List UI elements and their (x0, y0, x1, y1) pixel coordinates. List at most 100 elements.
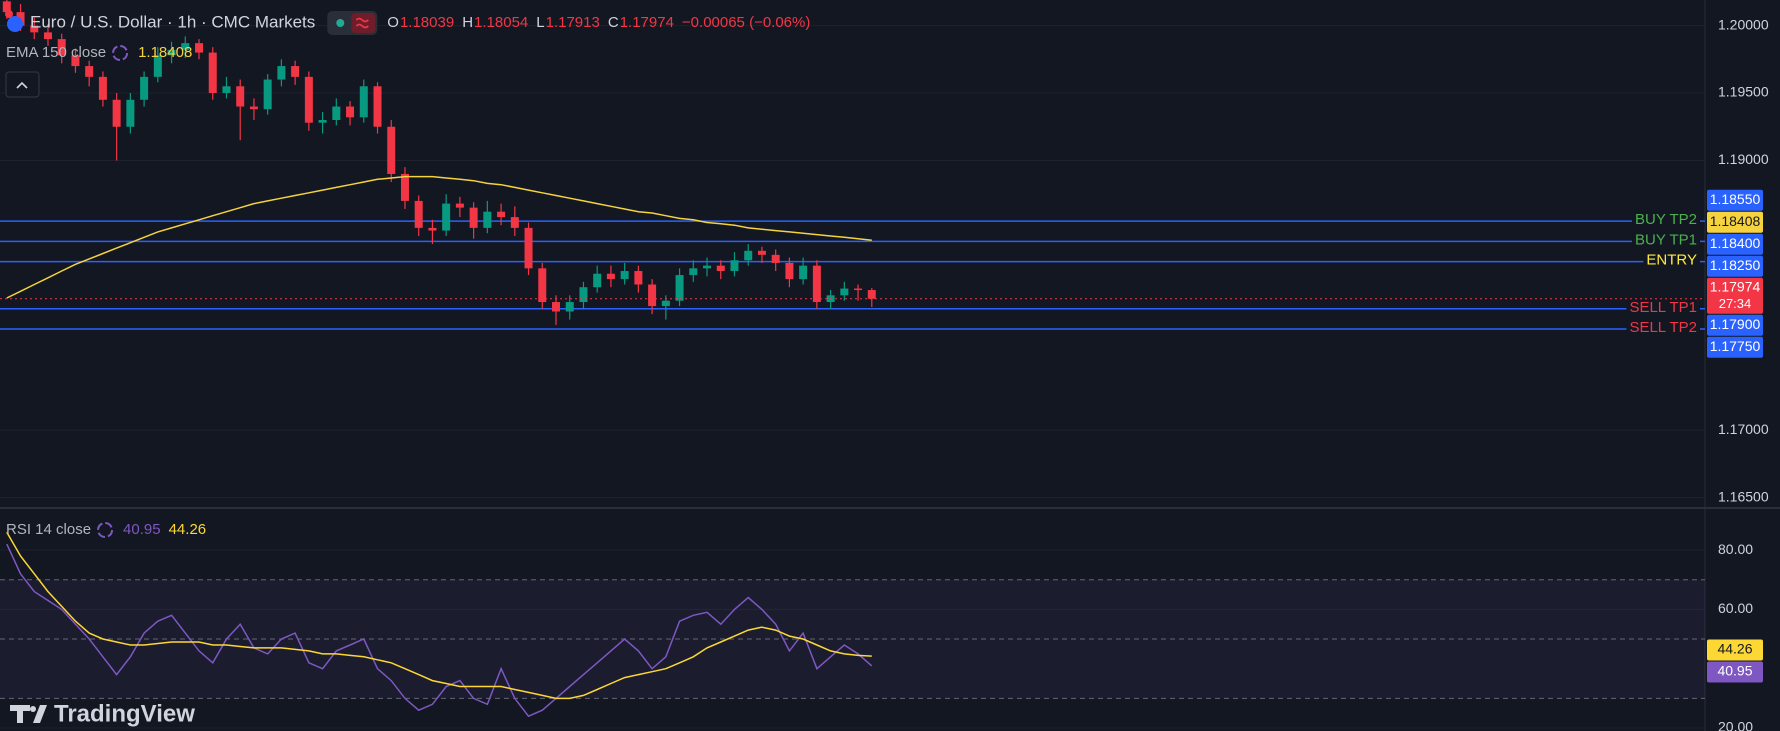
symbol-icon (7, 16, 23, 32)
rsi-badge-text: 40.95 (1717, 663, 1752, 679)
rsi-line (6, 543, 873, 718)
candle-body (799, 265, 808, 280)
market-open-dot (336, 19, 345, 27)
ema-price-badge (1707, 211, 1763, 233)
candle-body (785, 262, 794, 280)
y-tick-label: 1.19000 (1718, 151, 1769, 167)
candle-body (510, 217, 519, 228)
level-price-badge-text: 1.17900 (1710, 316, 1761, 332)
y-tick-label: 1.16500 (1718, 488, 1769, 504)
candle-body (346, 106, 355, 118)
rsi-band (0, 579, 1705, 699)
candle-body (648, 284, 657, 307)
rsi-line (6, 531, 872, 700)
candle-body (565, 302, 574, 312)
candle-body (57, 39, 66, 56)
candle-body (85, 66, 94, 77)
candle-body (112, 99, 121, 127)
ohlc-values: O 1.18039 H 1.18054 L 1.17913 C 1.17974 −0.00065… (387, 14, 810, 31)
candle-body (291, 66, 300, 77)
candle-body (744, 250, 753, 261)
countdown: 27:34 (1719, 296, 1752, 311)
ema-price-badge-text: 1.18408 (1710, 213, 1761, 229)
rsi-badge (1707, 639, 1763, 661)
ohlc-value: 1.18039 (400, 14, 454, 31)
rsi-label: RSI 14 close (6, 521, 91, 538)
ema-line (6, 175, 872, 299)
ema-settings-icon[interactable] (112, 45, 129, 61)
candle-body (236, 86, 245, 107)
level-price-badge (1707, 233, 1763, 255)
rsi-value: 40.95 (123, 521, 161, 538)
level-price-badge (1707, 189, 1763, 211)
candle-body (167, 49, 176, 56)
candle-body (497, 211, 506, 218)
candle-body (71, 55, 80, 67)
rsi-badge (1707, 661, 1763, 683)
symbol-title: Euro / U.S. Dollar · 1h · CMC Markets (30, 12, 315, 31)
brand-logo: TradingView (10, 700, 195, 727)
candle-body (552, 302, 560, 312)
candle-body (634, 271, 643, 285)
candle-body (98, 76, 107, 100)
level-name-bg (1643, 252, 1700, 270)
candle-body (812, 265, 821, 303)
candle-body (222, 86, 231, 94)
candle-body (304, 76, 313, 123)
candle-body (359, 86, 368, 118)
candle-body (442, 203, 451, 231)
ohlc-value: 1.17974 (620, 14, 674, 31)
candle-body (538, 268, 547, 303)
rsi-tick-label: 20.00 (1718, 719, 1753, 731)
candle-body (854, 288, 863, 291)
rsi-settings-icon[interactable] (97, 522, 114, 538)
candle-body (249, 106, 258, 110)
candle-body (469, 207, 478, 228)
candle-body (771, 254, 780, 263)
level-name: ENTRY (1646, 252, 1697, 269)
ohlc-value: 1.18054 (474, 14, 528, 31)
candle-body (579, 287, 588, 303)
y-tick-label: 1.19500 (1718, 84, 1769, 100)
candle-body (263, 79, 272, 110)
level-name: SELL TP2 (1629, 319, 1697, 336)
level-name: BUY TP2 (1635, 211, 1697, 228)
level-name-bg (1626, 299, 1700, 317)
y-tick-label: 1.17000 (1718, 421, 1769, 437)
ema-value: 1.18408 (138, 44, 192, 61)
candle-body (428, 227, 437, 231)
candle-body (414, 200, 423, 228)
y-tick-label: 1.20000 (1718, 16, 1769, 32)
candle-body (455, 203, 464, 208)
candle-body (387, 126, 396, 174)
data-delay-badge[interactable] (351, 13, 376, 33)
candle-body (140, 76, 149, 100)
candle-body (318, 120, 327, 123)
candle-body (661, 300, 670, 307)
level-price-badge (1707, 255, 1763, 277)
candle-body (2, 1, 11, 13)
grid (0, 25, 1705, 729)
ohlc-key: O (387, 14, 399, 31)
candle-body (373, 86, 382, 127)
level-price-badge (1707, 314, 1763, 336)
candle-body (675, 275, 684, 301)
level-name: BUY TP1 (1635, 231, 1697, 248)
candle-body (181, 43, 190, 50)
brand-icon (10, 705, 47, 723)
candle-body (332, 106, 341, 121)
ohlc-key: L (536, 14, 544, 31)
last-price-badge (1707, 277, 1763, 314)
candle-body (716, 265, 725, 272)
ohlc-value: 1.17913 (546, 14, 600, 31)
candle-body (867, 290, 876, 299)
candle-body (620, 271, 629, 280)
rsi-ma-value: 44.26 (169, 521, 207, 538)
candle-body (400, 173, 409, 201)
candle-body (126, 99, 135, 127)
ema-label: EMA 150 close (6, 44, 106, 61)
level-name-bg (1632, 212, 1700, 230)
